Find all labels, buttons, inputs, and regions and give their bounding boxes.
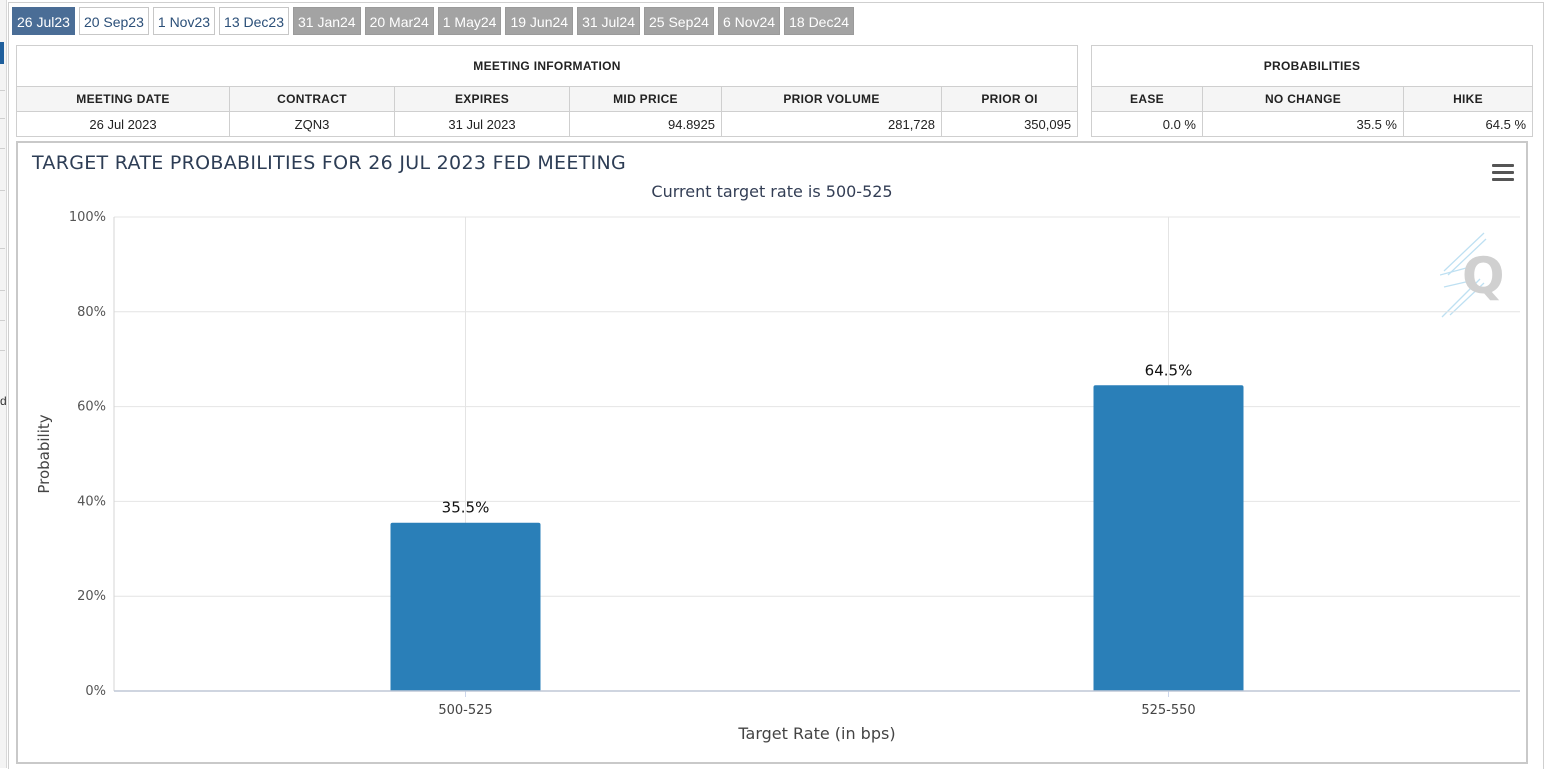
bar-525-550	[1093, 385, 1244, 691]
left-panel-active-marker	[0, 42, 4, 64]
header-no-change: NO CHANGE	[1202, 86, 1404, 112]
probabilities-table: PROBABILITIES EASE NO CHANGE HIKE 0.0 % …	[1090, 45, 1534, 137]
tab-meeting-date[interactable]: 19 Jun24	[505, 7, 574, 35]
left-panel-edge: d	[0, 0, 7, 768]
tab-meeting-date[interactable]: 13 Dec23	[219, 7, 289, 35]
y-tick-label: 0%	[85, 684, 106, 699]
bar-data-label: 64.5%	[1145, 361, 1193, 379]
header-mid-price: MID PRICE	[569, 86, 722, 112]
probability-bar-chart: 0% 20% 40% 60% 80% 100% 35.5% 500-525 64.5% 525-5…	[35, 210, 1520, 743]
y-tick-label: 20%	[77, 589, 106, 604]
tab-meeting-date[interactable]: 6 Nov24	[717, 7, 781, 35]
header-expires: EXPIRES	[394, 86, 570, 112]
header-ease: EASE	[1091, 86, 1203, 112]
prior-oi-value: 350,095	[940, 111, 1079, 137]
tab-meeting-date[interactable]: 31 Jan24	[292, 7, 361, 35]
left-panel-divider	[0, 248, 5, 249]
tab-meeting-date[interactable]: 26 Jul23	[12, 7, 75, 35]
bar-500-525	[390, 522, 541, 691]
y-tick-label: 80%	[77, 305, 106, 320]
tab-meeting-date[interactable]: 20 Mar24	[364, 7, 434, 35]
tab-meeting-date[interactable]: 1 Nov23	[152, 7, 216, 35]
y-axis-title: Probability	[35, 414, 53, 493]
left-panel-divider	[0, 90, 5, 91]
x-tick-label: 525-550	[1141, 703, 1195, 718]
expires-value: 31 Jul 2023	[394, 111, 570, 137]
left-panel-divider	[0, 148, 5, 149]
left-panel-divider	[0, 350, 5, 351]
probabilities-title: PROBABILITIES	[1090, 45, 1534, 87]
y-tick-label: 100%	[69, 210, 106, 225]
ease-value: 0.0 %	[1091, 111, 1203, 137]
header-prior-oi: PRIOR OI	[940, 86, 1079, 112]
watermark-letter: Q	[1462, 247, 1505, 305]
meeting-information-title: MEETING INFORMATION	[15, 45, 1079, 87]
tab-meeting-date[interactable]: 18 Dec24	[784, 7, 855, 35]
hike-value: 64.5 %	[1402, 111, 1534, 137]
y-tick-label: 60%	[77, 400, 106, 415]
tab-meeting-date[interactable]: 31 Jul24	[577, 7, 640, 35]
left-panel-divider	[0, 190, 5, 191]
meeting-date-value: 26 Jul 2023	[16, 111, 230, 137]
quikstrike-q-watermark-icon: Q	[1440, 232, 1505, 318]
mid-price-value: 94.8925	[569, 111, 722, 137]
header-hike: HIKE	[1402, 86, 1534, 112]
tab-meeting-date[interactable]: 1 May24	[437, 7, 502, 35]
no-change-value: 35.5 %	[1202, 111, 1404, 137]
tab-meeting-date[interactable]: 25 Sep24	[644, 7, 714, 35]
left-panel-clipped-text: d	[0, 394, 7, 408]
left-panel-divider	[0, 118, 5, 119]
contract-value: ZQN3	[229, 111, 395, 137]
left-panel-divider	[0, 290, 5, 291]
x-axis-title: Target Rate (in bps)	[737, 724, 895, 743]
x-tick-label: 500-525	[438, 703, 492, 718]
header-meeting-date: MEETING DATE	[16, 86, 230, 112]
hamburger-menu-icon[interactable]	[1492, 164, 1514, 182]
prior-volume-value: 281,728	[721, 111, 942, 137]
meeting-date-tabs: 26 Jul23 20 Sep23 1 Nov23 13 Dec23 31 Jan24 2…	[12, 7, 855, 35]
meeting-information-table: MEETING INFORMATION MEETING DATE CONTRAC…	[15, 45, 1079, 137]
bar-data-label: 35.5%	[442, 499, 490, 517]
chart-title: TARGET RATE PROBABILITIES FOR 26 JUL 202…	[32, 152, 627, 174]
tab-meeting-date[interactable]: 20 Sep23	[78, 7, 149, 35]
header-contract: CONTRACT	[229, 86, 395, 112]
left-panel-divider	[0, 320, 5, 321]
header-prior-volume: PRIOR VOLUME	[721, 86, 942, 112]
chart-subtitle: Current target rate is 500-525	[651, 182, 893, 201]
chart-container: TARGET RATE PROBABILITIES FOR 26 JUL 202…	[16, 141, 1528, 764]
y-tick-label: 40%	[77, 494, 106, 509]
